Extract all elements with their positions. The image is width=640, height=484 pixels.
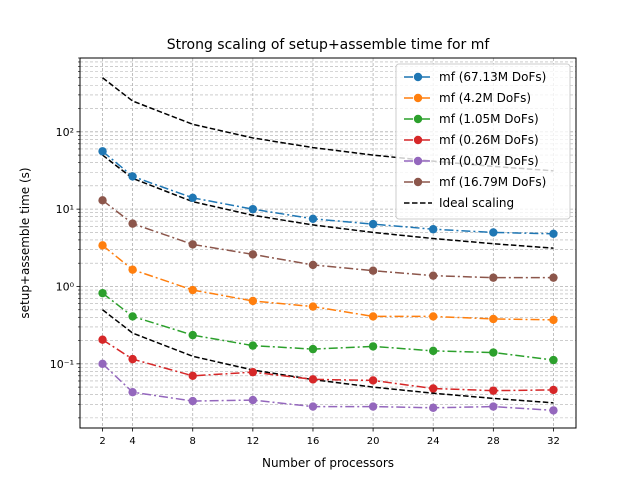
x-tick-label: 16: [307, 436, 320, 447]
data-point: [128, 312, 137, 321]
legend-marker: [413, 93, 423, 103]
data-point: [308, 375, 318, 384]
y-axis-label: setup+assemble time (s): [18, 167, 32, 318]
data-point: [188, 330, 197, 340]
data-point: [98, 335, 107, 344]
data-point: [248, 367, 258, 377]
legend-label: mf (4.2M DoFs): [439, 91, 531, 105]
legend: mf (67.13M DoFs) mf (4.2M DoFs) mf (1.05M …: [395, 63, 571, 220]
data-point: [248, 341, 258, 350]
data-point: [128, 387, 137, 397]
data-point: [549, 273, 558, 282]
legend-marker: [413, 114, 423, 124]
legend-label: mf (1.05M DoFs): [439, 112, 539, 126]
data-point: [368, 312, 378, 321]
data-point: [549, 385, 558, 395]
plot-area: [98, 77, 558, 415]
data-point: [549, 315, 558, 325]
y-tick-label: 10¹: [56, 203, 74, 216]
data-point: [188, 193, 197, 203]
chart-title: Strong scaling of setup+assemble time fo…: [167, 37, 491, 53]
data-point: [549, 406, 558, 415]
data-point: [489, 386, 498, 395]
data-point: [188, 396, 197, 406]
data-point: [489, 273, 498, 282]
y-tick-label: 10⁻¹: [50, 358, 74, 371]
x-tick-label: 8: [190, 436, 196, 447]
data-point: [128, 354, 137, 364]
data-point: [128, 219, 137, 228]
legend-box: [395, 63, 571, 220]
legend-label: mf (0.07M DoFs): [439, 154, 539, 168]
data-point: [248, 296, 258, 306]
data-point: [368, 266, 378, 275]
legend-marker: [413, 72, 423, 82]
data-point: [98, 359, 107, 369]
data-point: [308, 260, 318, 270]
x-axis-label: Number of processors: [262, 456, 394, 470]
x-tick-label: 28: [487, 436, 500, 447]
data-point: [128, 265, 137, 274]
series-line: [102, 339, 554, 392]
x-tick-label: 12: [246, 436, 259, 447]
data-point: [489, 314, 498, 324]
data-point: [368, 342, 378, 351]
legend-label: Ideal scaling: [439, 196, 514, 210]
data-point: [429, 225, 438, 234]
data-point: [188, 240, 197, 249]
x-tick-label: 2: [99, 436, 105, 447]
data-point: [188, 285, 197, 295]
data-point: [429, 346, 438, 356]
data-point: [549, 355, 558, 365]
data-point: [98, 241, 107, 250]
legend-marker: [413, 177, 423, 187]
x-tick-label: 32: [547, 436, 560, 447]
data-point: [429, 384, 438, 393]
data-point: [308, 214, 318, 224]
data-point: [368, 376, 378, 385]
data-point: [549, 229, 558, 238]
x-tick-label: 4: [129, 436, 135, 447]
data-point: [368, 219, 378, 229]
data-point: [489, 228, 498, 237]
data-point: [489, 348, 498, 357]
legend-label: mf (16.79M DoFs): [439, 175, 546, 189]
data-point: [248, 204, 258, 214]
legend-marker: [413, 156, 423, 166]
data-point: [98, 288, 107, 298]
legend-marker: [413, 135, 423, 145]
data-point: [308, 344, 318, 354]
data-point: [308, 302, 318, 311]
data-point: [368, 402, 378, 411]
x-tick-label: 24: [427, 436, 440, 447]
y-tick-label: 10⁰: [56, 280, 75, 293]
data-point: [98, 147, 107, 156]
ideal-scaling-line: [102, 154, 554, 249]
legend-label: mf (67.13M DoFs): [439, 70, 546, 84]
data-point: [429, 271, 438, 280]
legend-label: mf (0.26M DoFs): [439, 133, 539, 147]
data-point: [98, 196, 107, 205]
data-point: [248, 250, 258, 259]
data-point: [128, 172, 137, 181]
data-point: [248, 395, 258, 405]
x-tick-label: 20: [367, 436, 380, 447]
data-point: [489, 402, 498, 411]
data-point: [308, 402, 318, 411]
data-point: [429, 312, 438, 321]
axes-frame: [79, 57, 577, 429]
data-point: [429, 403, 438, 413]
y-tick-label: 10²: [56, 126, 74, 139]
data-point: [188, 371, 197, 381]
